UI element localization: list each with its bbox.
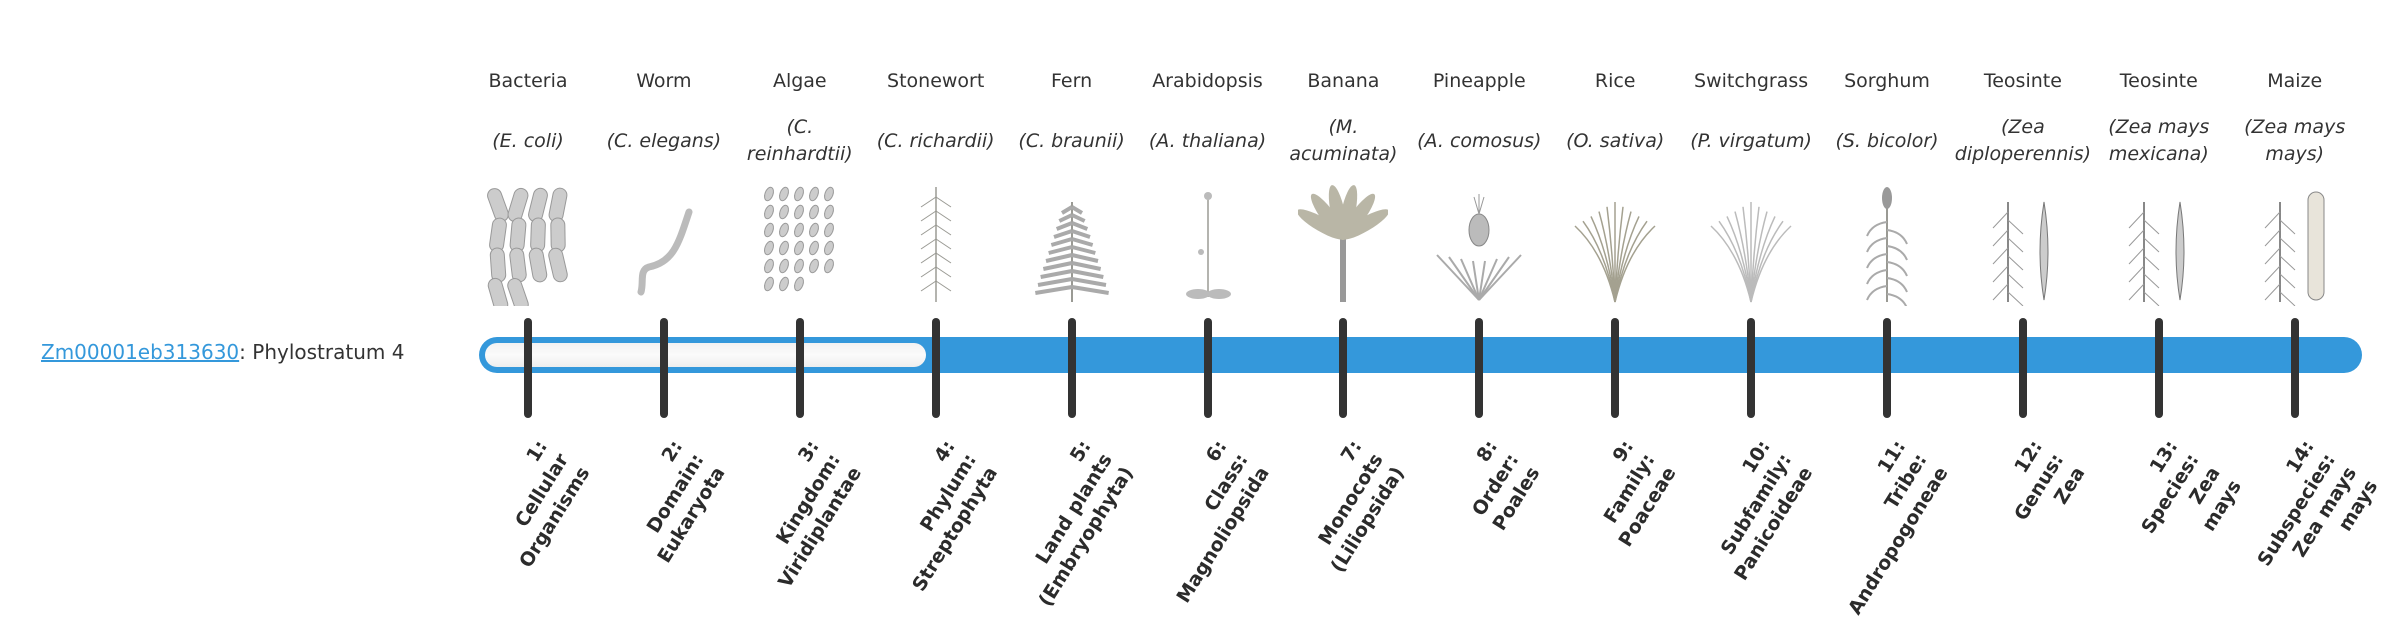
stratum-tick bbox=[795, 318, 804, 418]
organism-column: Maize (Zea mays mays) bbox=[2227, 66, 2363, 306]
organism-column: Rice (O. sativa) bbox=[1547, 66, 1683, 306]
organism-name: Teosinte bbox=[2119, 70, 2198, 92]
stratum-tick bbox=[2018, 318, 2027, 418]
stratum-tick bbox=[1747, 318, 1756, 418]
stratum-tick bbox=[1067, 318, 1076, 418]
stratum-label: 8: Order: Poales bbox=[1445, 436, 1546, 536]
stratum-label: 12: Genus: Zea bbox=[1988, 436, 2091, 539]
organism-species: (S. bicolor) bbox=[1835, 129, 1939, 152]
organism-species: (A. thaliana) bbox=[1148, 129, 1267, 152]
stratum-tick bbox=[659, 318, 668, 418]
organism-species: (E. coli) bbox=[492, 129, 564, 152]
stratum-label: 9: Family: Poaceae bbox=[1571, 436, 1682, 552]
stratum-tick bbox=[2290, 318, 2299, 418]
phylostratum-bar bbox=[479, 337, 2362, 373]
stratum-tick bbox=[1611, 318, 1620, 418]
arabidopsis-icon bbox=[1140, 182, 1276, 306]
teosinte-icon bbox=[1955, 182, 2091, 306]
stratum-label: 7: Monocots (Liliopsida) bbox=[1284, 436, 1411, 577]
organism-name: Sorghum bbox=[1844, 70, 1930, 92]
organism-name: Teosinte bbox=[1983, 70, 2062, 92]
stratum-label: 5: Land plants (Embryophyta) bbox=[991, 436, 1139, 611]
gene-id-link[interactable]: Zm00001eb313630 bbox=[41, 340, 240, 364]
organism-name: Fern bbox=[1051, 70, 1093, 92]
organism-column: Teosinte (Zea diploperennis) bbox=[1955, 66, 2091, 306]
stratum-tick bbox=[931, 318, 940, 418]
stratum-tick bbox=[2154, 318, 2163, 418]
organism-name: Worm bbox=[636, 70, 692, 92]
algae-icon bbox=[732, 182, 868, 306]
phylostratum-bar-empty-segment bbox=[485, 343, 926, 367]
organism-name: Bacteria bbox=[488, 70, 568, 92]
organism-species: (C. reinhardtii) bbox=[746, 116, 853, 165]
organism-column: Pineapple (A. comosus) bbox=[1411, 66, 1547, 306]
organism-column: Banana (M. acuminata) bbox=[1275, 66, 1411, 306]
switchgrass-icon bbox=[1683, 182, 1819, 306]
stratum-label: 2: Domain: Eukaryota bbox=[610, 436, 731, 568]
organism-name: Algae bbox=[772, 70, 827, 92]
organism-column: Sorghum (S. bicolor) bbox=[1819, 66, 1955, 306]
stratum-label: 10: Subfamily: Panicoideae bbox=[1687, 436, 1819, 585]
stratum-tick bbox=[1475, 318, 1484, 418]
maize-icon bbox=[2227, 182, 2363, 306]
organism-column: Algae (C. reinhardtii) bbox=[732, 66, 868, 306]
organism-column: Fern (C. braunii) bbox=[1004, 66, 1140, 306]
pineapple-icon bbox=[1411, 182, 1547, 306]
organism-species: (M. acuminata) bbox=[1289, 116, 1398, 165]
stratum-tick bbox=[1339, 318, 1348, 418]
stratum-label: 1: Cellular Organisms bbox=[472, 436, 596, 573]
stonewort-icon bbox=[868, 182, 1004, 306]
teosinte-icon bbox=[2091, 182, 2227, 306]
stratum-label: 13: Species: Zea mays bbox=[2115, 436, 2247, 565]
sorghum-icon bbox=[1819, 182, 1955, 306]
stratum-tick bbox=[1203, 318, 1212, 418]
organism-name: Rice bbox=[1594, 70, 1636, 92]
organism-species: (A. comosus) bbox=[1417, 129, 1542, 152]
organism-species: (P. virgatum) bbox=[1690, 129, 1812, 152]
organism-column: Arabidopsis (A. thaliana) bbox=[1140, 66, 1276, 306]
organism-name: Stonewort bbox=[887, 70, 985, 92]
organism-species: (Zea diploperennis) bbox=[1954, 116, 2092, 165]
organism-column: Stonewort (C. richardii) bbox=[868, 66, 1004, 306]
bacteria-icon bbox=[460, 182, 596, 306]
gene-phylostratum-label: Zm00001eb313630: Phylostratum 4 bbox=[41, 340, 404, 364]
organism-name: Pineapple bbox=[1432, 70, 1526, 92]
organism-column: Switchgrass (P. virgatum) bbox=[1683, 66, 1819, 306]
organism-species: (C. braunii) bbox=[1018, 129, 1125, 152]
stratum-label: 14: Subspecies: Zea mays mays bbox=[2231, 436, 2384, 598]
fern-icon bbox=[1004, 182, 1140, 306]
phylostratum-text: : Phylostratum 4 bbox=[239, 340, 405, 364]
organism-species: (Zea mays mays) bbox=[2244, 116, 2346, 165]
stratum-tick bbox=[1883, 318, 1891, 418]
organism-species: (O. sativa) bbox=[1566, 129, 1665, 152]
organism-name: Banana bbox=[1307, 70, 1380, 92]
worm-icon bbox=[596, 182, 732, 306]
banana-icon bbox=[1275, 182, 1411, 306]
organism-species: (Zea mays mexicana) bbox=[2108, 116, 2210, 165]
organism-species: (C. richardii) bbox=[876, 129, 995, 152]
organism-name: Arabidopsis bbox=[1152, 70, 1263, 92]
organism-species: (C. elegans) bbox=[606, 129, 722, 152]
organism-column: Worm (C. elegans) bbox=[596, 66, 732, 306]
stratum-label: 11: Tribe: Andropogoneae bbox=[1801, 436, 1955, 620]
stratum-tick bbox=[524, 318, 532, 418]
organism-name: Switchgrass bbox=[1694, 70, 1809, 92]
rice-icon bbox=[1547, 182, 1683, 306]
organism-column: Teosinte (Zea mays mexicana) bbox=[2091, 66, 2227, 306]
stratum-label: 4: Phylum: Streptophyta bbox=[865, 436, 1004, 596]
organism-column: Bacteria (E. coli) bbox=[460, 66, 596, 306]
organism-name: Maize bbox=[2267, 70, 2323, 92]
stratum-label: 6: Class: Magnoliopsida bbox=[1129, 436, 1275, 608]
stratum-label: 3: Kingdom: Viridiplantae bbox=[731, 436, 868, 593]
